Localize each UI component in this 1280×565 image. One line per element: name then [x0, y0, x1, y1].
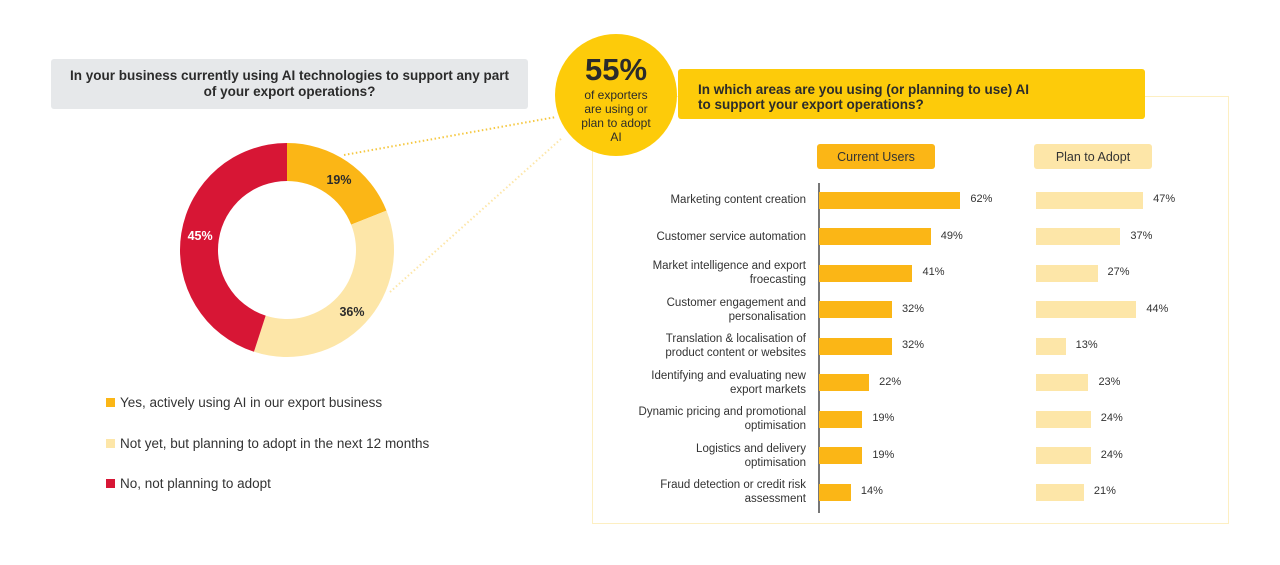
donut-slice — [179, 143, 287, 352]
legend-item: No, not planning to adopt — [106, 476, 271, 491]
value-label-plan: 44% — [1146, 302, 1169, 315]
legend-swatch — [106, 398, 115, 407]
value-label-current: 22% — [879, 375, 902, 388]
bar-current — [819, 191, 961, 209]
value-label-current: 19% — [872, 412, 895, 424]
donut-label: 19% — [326, 173, 351, 187]
series-header-plan: Plan to Adopt — [1034, 144, 1152, 169]
donut-label: 36% — [339, 305, 364, 319]
category-label: Fraud detection or credit risk assessmen… — [660, 479, 806, 505]
callout-value: 55% — [584, 52, 648, 87]
value-label-plan: 13% — [1075, 339, 1098, 351]
bar-plan — [1036, 191, 1144, 209]
category-label: Customer service automation — [656, 230, 806, 243]
legend-label: Not yet, but planning to adopt in the ne… — [120, 435, 430, 451]
donut-slice — [287, 143, 387, 225]
callout-bubble: 55% of exporters are using or plan to ad… — [555, 34, 677, 156]
category-label: Logistics and delivery optimisation — [696, 442, 806, 469]
bar-plan — [1036, 447, 1091, 464]
bar-current — [819, 447, 863, 464]
category-label: Dynamic pricing and promotional optimisa… — [638, 406, 806, 432]
legend-item: Yes, actively using AI in our export bus… — [106, 395, 382, 410]
bar-plan — [1036, 301, 1137, 318]
category-label: Translation & localisation of product co… — [665, 333, 806, 359]
callout-text: of exporters are using or plan to adopt … — [581, 88, 651, 144]
bar-current — [819, 483, 851, 501]
bar-current — [819, 374, 870, 391]
bar-current — [819, 228, 931, 245]
category-label: Marketing content creation — [670, 194, 806, 206]
value-label-current: 32% — [901, 339, 924, 351]
bar-plan — [1036, 374, 1089, 391]
value-label-plan: 24% — [1100, 412, 1123, 424]
bar-current — [819, 264, 913, 282]
category-label: Identifying and evaluating new export ma… — [651, 369, 806, 396]
bar-current — [819, 337, 892, 355]
value-label-current: 49% — [940, 229, 963, 242]
donut-label: 45% — [188, 229, 213, 243]
category-label: Market intelligence and export froecasti… — [652, 260, 806, 286]
value-label-plan: 47% — [1153, 193, 1176, 205]
value-label-plan: 24% — [1100, 448, 1123, 461]
value-label-plan: 27% — [1107, 266, 1130, 278]
legend-item: Not yet, but planning to adopt in the ne… — [106, 436, 429, 451]
legend-swatch — [106, 438, 115, 448]
value-label-current: 14% — [860, 485, 883, 497]
bar-plan — [1036, 228, 1121, 245]
bar-current — [819, 410, 863, 428]
value-label-current: 62% — [970, 193, 993, 205]
left-question: In your business currently using AI tech… — [51, 59, 528, 109]
bar-plan — [1036, 483, 1084, 501]
bar-plan — [1036, 410, 1091, 428]
bar-plan — [1036, 264, 1098, 282]
value-label-current: 32% — [901, 302, 924, 315]
category-label: Customer engagement and personalisation — [666, 296, 806, 323]
left-question-text: In your business currently using AI tech… — [69, 68, 510, 99]
connector-line — [343, 116, 557, 156]
legend-label: Yes, actively using AI in our export bus… — [120, 395, 383, 410]
right-question-text: In which areas are you using (or plannin… — [698, 82, 1030, 112]
legend-swatch — [106, 479, 115, 488]
connector-line — [389, 137, 563, 293]
right-question: In which areas are you using (or plannin… — [678, 69, 1145, 119]
value-label-plan: 21% — [1093, 485, 1116, 497]
value-label-current: 19% — [872, 448, 895, 461]
value-label-plan: 23% — [1098, 375, 1121, 388]
bar-axis — [818, 183, 820, 513]
value-label-plan: 37% — [1130, 229, 1153, 242]
bar-current — [819, 301, 892, 318]
series-header-current: Current Users — [817, 144, 935, 169]
donut-slice — [253, 210, 394, 357]
bar-plan — [1036, 337, 1066, 355]
legend-label: No, not planning to adopt — [120, 476, 271, 491]
value-label-current: 41% — [922, 266, 945, 278]
